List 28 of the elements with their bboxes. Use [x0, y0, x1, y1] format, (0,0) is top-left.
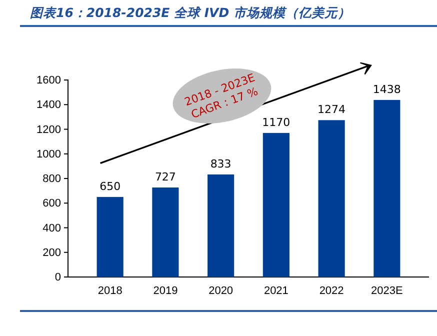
chart-title: 图表16：2018-2023E 全球 IVD 市场规模（亿美元） — [30, 5, 350, 20]
bar — [318, 120, 345, 277]
x-tick-label: 2019 — [153, 284, 178, 297]
bar — [208, 174, 234, 277]
x-tick-label: 2018 — [98, 284, 122, 297]
y-tick-label: 1400 — [36, 99, 61, 112]
data-label: 727 — [154, 170, 176, 184]
data-label: 1274 — [318, 103, 346, 116]
data-label: 1170 — [262, 116, 290, 129]
y-tick-label: 800 — [42, 173, 61, 186]
y-tick-label: 0 — [54, 272, 61, 284]
bar — [152, 187, 179, 277]
x-tick-label: 2020 — [208, 284, 234, 297]
x-tick-label: 2023E — [371, 284, 403, 297]
data-label: 1438 — [372, 82, 401, 96]
bar — [262, 132, 290, 277]
data-label: 650 — [100, 180, 121, 193]
y-tick-label: 1200 — [36, 124, 61, 136]
y-tick-label: 1000 — [36, 148, 61, 160]
data-label: 833 — [210, 157, 232, 170]
y-tick-label: 600 — [42, 198, 61, 210]
y-tick-label: 1600 — [36, 74, 61, 87]
y-tick-label: 200 — [42, 246, 61, 259]
bar — [374, 100, 400, 277]
x-tick-label: 2021 — [264, 284, 288, 297]
bar — [96, 196, 124, 277]
y-tick-label: 400 — [42, 222, 61, 234]
x-tick-label: 2022 — [319, 284, 344, 297]
